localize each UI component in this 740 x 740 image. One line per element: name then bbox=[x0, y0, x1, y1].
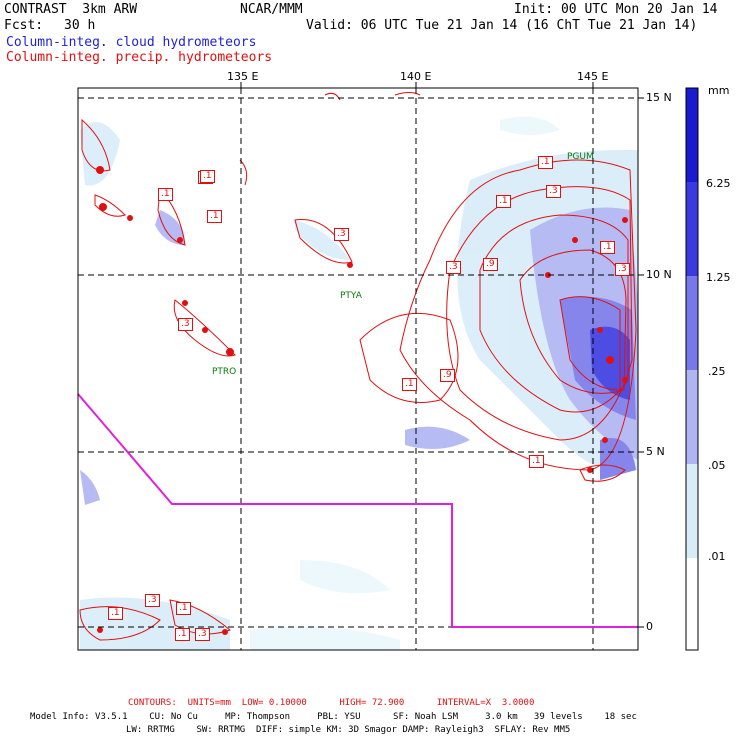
lat-label: 0 bbox=[646, 620, 653, 633]
lon-label: 135 E bbox=[227, 70, 259, 83]
contour-label: .3 bbox=[145, 594, 160, 607]
legend-precip: Column-integ. precip. hydrometeors bbox=[6, 50, 273, 65]
boundary-line bbox=[77, 393, 638, 628]
contour-label: .9 bbox=[483, 258, 498, 271]
lat-label: 10 N bbox=[646, 268, 672, 281]
fcst-value: 30 h bbox=[64, 18, 96, 33]
colorbar bbox=[685, 87, 699, 651]
model-info-line2: LW: RRTMG SW: RRTMG DIFF: simple KM: 3D … bbox=[126, 725, 571, 735]
contour-label: .3 bbox=[334, 228, 349, 241]
lat-label: 15 N bbox=[646, 91, 672, 104]
colorbar-level: .01 bbox=[708, 550, 726, 563]
contour-label: .1 bbox=[175, 628, 190, 641]
contour-label: .1 bbox=[207, 210, 222, 223]
contour-label: .3 bbox=[446, 261, 461, 274]
contour-label: .1 bbox=[176, 602, 191, 615]
contour-label: .3 bbox=[178, 318, 193, 331]
colorbar-level: 6.25 bbox=[706, 177, 731, 190]
colorbar-level: 1.25 bbox=[706, 271, 731, 284]
contour-label: .1 bbox=[108, 607, 123, 620]
contour-label: .3 bbox=[615, 263, 630, 276]
valid-time: Valid: 06 UTC Tue 21 Jan 14 (16 ChT Tue … bbox=[306, 18, 698, 33]
contour-label: .1 bbox=[529, 455, 544, 468]
contour-label: .1 bbox=[200, 170, 215, 183]
contour-label: .1 bbox=[600, 241, 615, 254]
contour-label: .1 bbox=[158, 188, 173, 201]
lon-label: 145 E bbox=[577, 70, 609, 83]
lat-label: 5 N bbox=[646, 445, 665, 458]
colorbar-unit: mm bbox=[708, 84, 730, 97]
model-info-line1: Model Info: V3.5.1 CU: No Cu MP: Thompso… bbox=[30, 712, 637, 722]
fcst-label: Fcst: bbox=[4, 18, 44, 33]
legend-cloud: Column-integ. cloud hydrometeors bbox=[6, 35, 257, 50]
map-frame bbox=[77, 87, 639, 651]
contour-label: .1 bbox=[496, 195, 511, 208]
plot-title: CONTRAST 3km ARW bbox=[4, 2, 138, 17]
contour-label: .3 bbox=[546, 185, 561, 198]
contour-label: .1 bbox=[402, 378, 417, 391]
colorbar-level: .25 bbox=[708, 365, 726, 378]
precip-contours bbox=[79, 92, 637, 641]
station-label: PTYA bbox=[340, 291, 362, 301]
station-label: PTRO bbox=[212, 367, 237, 377]
center-name: NCAR/MMM bbox=[240, 2, 303, 17]
contour-label: .1 bbox=[538, 156, 553, 169]
grid-lines bbox=[78, 88, 638, 650]
contours-info: CONTOURS: UNITS=mm LOW= 0.10000 HIGH= 72… bbox=[128, 698, 535, 708]
lon-label: 140 E bbox=[400, 70, 432, 83]
init-time: Init: 00 UTC Mon 20 Jan 14 bbox=[514, 2, 718, 17]
tick-marks bbox=[240, 82, 644, 628]
contour-label: .9 bbox=[440, 369, 455, 382]
station-label: PGUM bbox=[567, 152, 594, 162]
contour-label: .3 bbox=[195, 628, 210, 641]
colorbar-level: .05 bbox=[708, 459, 726, 472]
